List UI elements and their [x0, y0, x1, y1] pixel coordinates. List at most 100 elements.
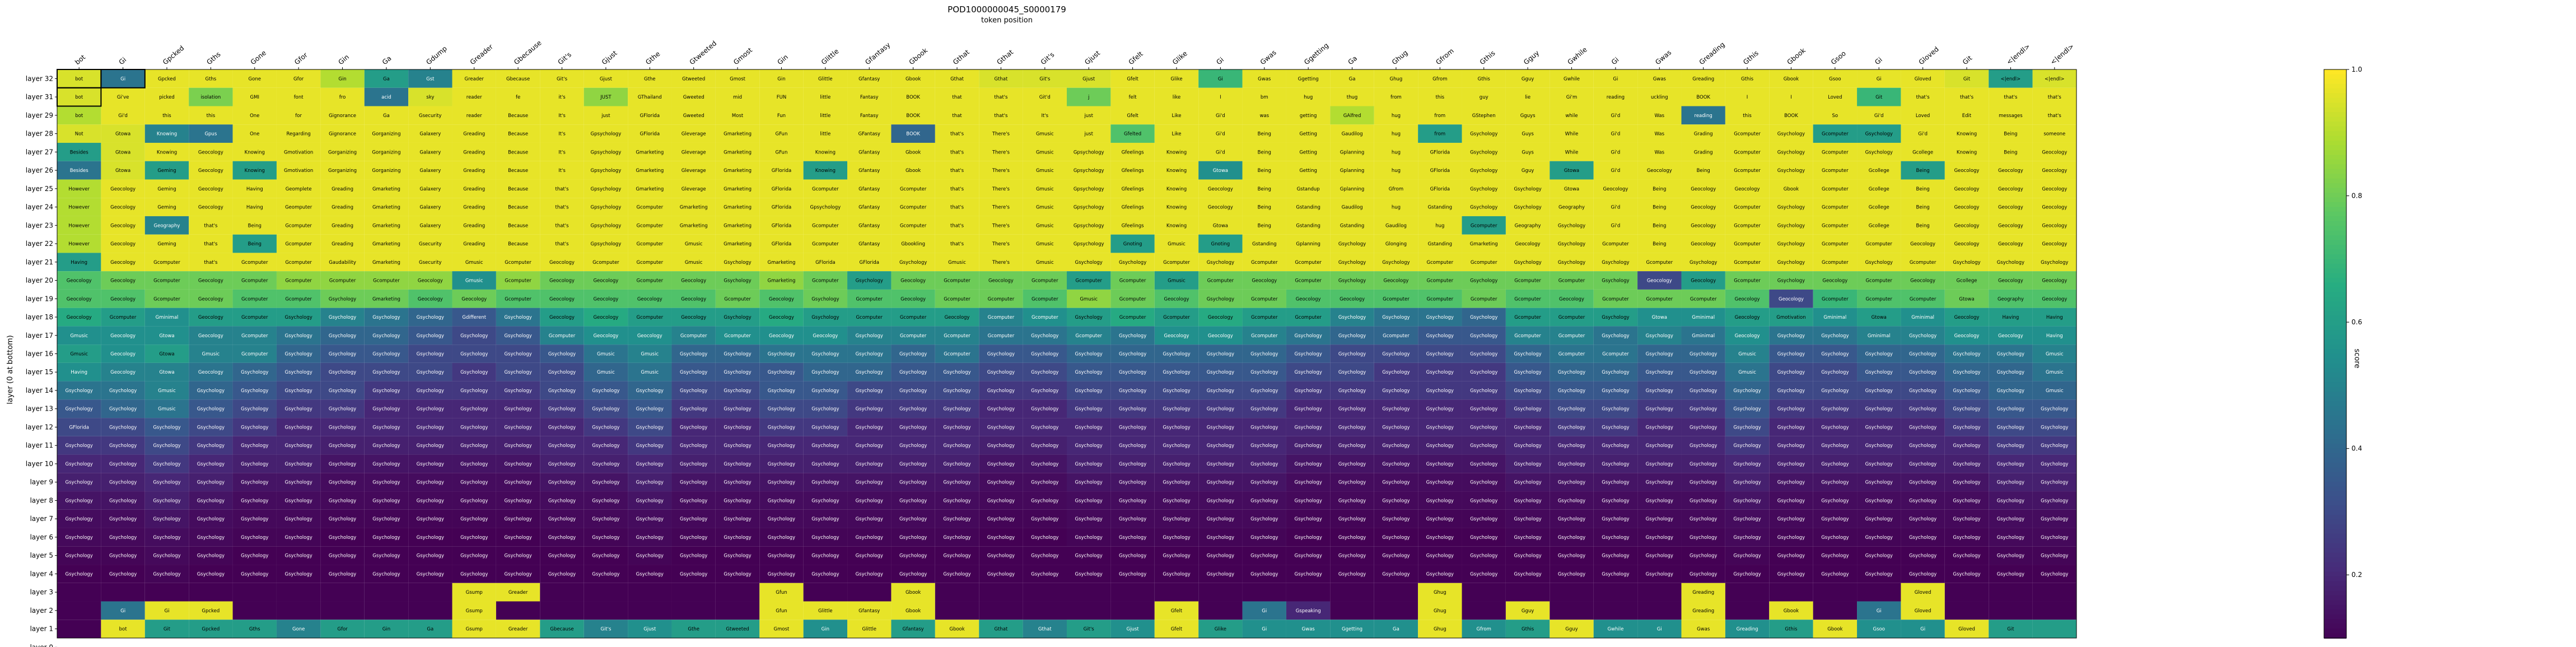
heatmap-cell — [452, 271, 496, 290]
y-tick-label: layer 4 — [30, 570, 53, 578]
cell-label: hug — [1392, 132, 1401, 137]
cell-label: Gcomputer — [1032, 278, 1058, 284]
heatmap-cell — [189, 106, 233, 125]
heatmap-cell — [144, 161, 189, 180]
y-tick-label: layer 5 — [30, 552, 53, 560]
cell-label: Gnoting — [1211, 241, 1230, 247]
cell-label: Gmusic — [641, 352, 659, 357]
colorbar-segment — [2324, 406, 2346, 411]
heatmap-cell — [1944, 308, 1989, 327]
cell-label: JUST — [600, 95, 612, 100]
cell-label: Gsychology — [504, 425, 531, 430]
cell-label: Gi — [1262, 627, 1267, 632]
cell-label: GFlorida — [1430, 187, 1450, 192]
heatmap-cell — [891, 345, 935, 363]
heatmap-cell — [1110, 198, 1155, 216]
cell-label: Gsychology — [1295, 553, 1322, 559]
cell-label: Gsychology — [1953, 407, 1980, 412]
cell-label: Gthe — [644, 76, 656, 82]
cell-label: Geomputer — [285, 205, 312, 211]
cell-label: Gsychology — [460, 480, 488, 486]
heatmap-cell — [1725, 142, 1770, 161]
colorbar-segment — [2324, 448, 2346, 454]
cell-label: Gsychology — [1382, 388, 1410, 394]
cell-label: Gpus — [204, 132, 217, 137]
heatmap-cell — [1330, 308, 1374, 327]
heatmap-cell — [452, 124, 496, 143]
cell-label: Gsychology — [153, 425, 180, 430]
colorbar-segment — [2324, 244, 2346, 250]
heatmap-cell — [496, 601, 540, 620]
heatmap-cell — [803, 216, 848, 235]
cell-label: Gsychology — [417, 370, 444, 375]
heatmap-cell — [671, 271, 716, 290]
cell-label: Gsychology — [1909, 333, 1936, 339]
heatmap-cell — [628, 362, 672, 381]
cell-label: Gsychology — [1953, 462, 1980, 467]
cell-label: Gmusic — [1036, 168, 1054, 174]
heatmap-cell — [1813, 253, 1858, 272]
cell-label: Loved — [1916, 113, 1930, 119]
cell-label: Gsychology — [1733, 425, 1761, 430]
heatmap-cell — [584, 271, 628, 290]
heatmap-cell — [144, 179, 189, 198]
heatmap-cell — [1067, 87, 1111, 106]
cell-label: Gmusic — [2046, 352, 2064, 357]
colorbar-segment — [2324, 103, 2346, 108]
cell-label: Gsychology — [1602, 443, 1629, 449]
heatmap-cell — [1067, 124, 1111, 143]
cell-label: Gcomputer — [1471, 296, 1497, 302]
heatmap-cell — [759, 179, 804, 198]
cell-label: Gbecause — [550, 627, 573, 632]
colorbar-segment — [2324, 150, 2346, 156]
cell-label: Gcomputer — [636, 315, 663, 320]
cell-label: Gsychology — [1602, 425, 1629, 430]
cell-label: Gsychology — [899, 425, 927, 430]
cell-label: Gcomputer — [1865, 278, 1892, 284]
heatmap-cell — [1505, 234, 1550, 253]
heatmap-cell — [1593, 124, 1638, 143]
cell-label: Gsychology — [1953, 352, 1980, 357]
heatmap-cell — [1198, 308, 1243, 327]
cell-label: Gsychology — [1997, 260, 2024, 266]
cell-label: Gcomputer — [1558, 278, 1585, 284]
cell-label: Because — [508, 223, 528, 229]
cell-label: Gcomputer — [505, 296, 531, 302]
heatmap-cell — [759, 289, 804, 308]
cell-label: Gcomputer — [505, 260, 531, 266]
cell-label: Gsychology — [1514, 498, 1541, 504]
cell-label: There's — [992, 205, 1010, 211]
cell-label: Gfantasy — [858, 608, 880, 614]
heatmap-cell — [628, 308, 672, 327]
cell-label: Gfor — [293, 76, 304, 82]
cell-label: Gsychology — [1031, 352, 1058, 357]
cell-label: Gsychology — [1031, 425, 1058, 430]
x-tick-label: Gguy — [1522, 49, 1541, 66]
heatmap-cell — [584, 142, 628, 161]
cell-label: Gsychology — [943, 370, 970, 375]
cell-label: Gsychology — [1163, 571, 1190, 577]
cell-label: Gmotivation — [284, 150, 313, 155]
heatmap-cell — [276, 253, 321, 272]
heatmap-cell — [1023, 87, 1067, 106]
heatmap-cell — [1330, 69, 1374, 88]
cell-label: Gsychology — [943, 462, 970, 467]
cell-label: Gtowa — [115, 168, 130, 174]
cell-label: Geocology — [593, 333, 618, 339]
cell-label: Gsychology — [197, 535, 225, 541]
heatmap-cell — [584, 326, 628, 345]
heatmap-cell — [1462, 583, 1506, 602]
cell-label: Gpsychology — [591, 241, 622, 247]
cell-label: Loved — [1828, 95, 1842, 100]
heatmap-cell — [847, 106, 892, 125]
cell-label: Gsychology — [856, 480, 883, 486]
cell-label: Gsychology — [372, 535, 400, 541]
cell-label: Gsychology — [1426, 480, 1454, 486]
cell-label: hug — [1392, 150, 1401, 155]
heatmap-cell — [1989, 198, 2033, 216]
cell-label: Gcomputer — [153, 260, 180, 266]
heatmap-cell — [671, 583, 716, 602]
cell-label: Gsychology — [1119, 535, 1146, 541]
heatmap-cell — [1550, 583, 1594, 602]
cell-label: while — [1565, 113, 1578, 119]
